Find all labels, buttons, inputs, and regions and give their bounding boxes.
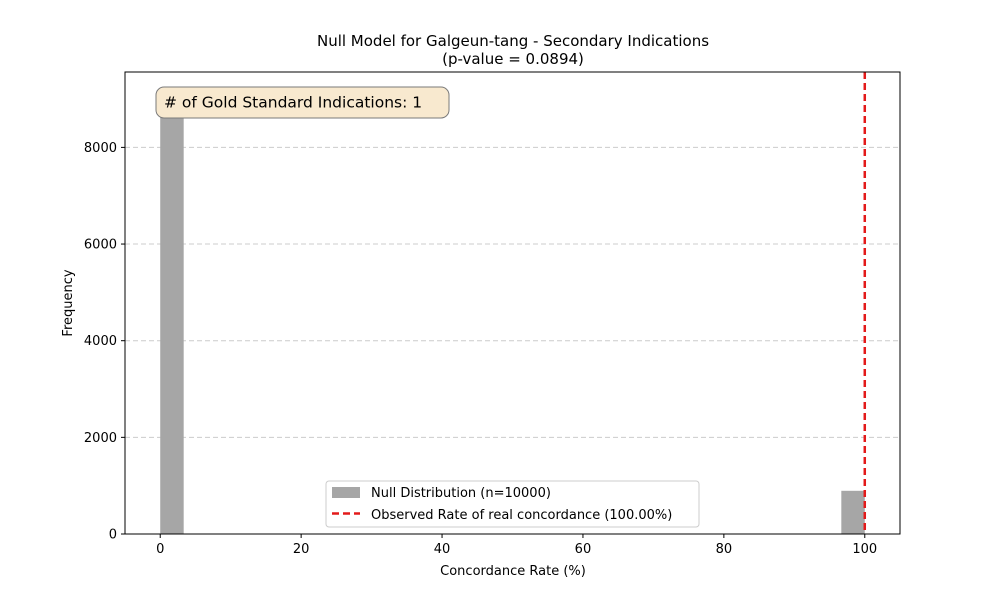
chart-title: Null Model for Galgeun-tang - Secondary …: [317, 32, 709, 50]
annotation-background: [155, 86, 450, 119]
legend: Null Distribution (n=10000) Observed Rat…: [325, 480, 700, 528]
grid-layer: [125, 146, 900, 438]
chart-subtitle: (p-value = 0.0894): [442, 50, 584, 68]
x-tick-label: 80: [716, 542, 733, 557]
y-tick-label: 0: [109, 528, 117, 543]
y-tick-label: 2000: [84, 431, 117, 446]
legend-swatch-null: [332, 487, 360, 498]
x-tick-label: 100: [852, 542, 877, 557]
annotation-text: # of Gold Standard Indications: 1: [164, 94, 422, 112]
y-tick-label: 6000: [84, 238, 117, 253]
x-tick-label: 0: [156, 542, 164, 557]
annotation-box: # of Gold Standard Indications: 1: [155, 86, 450, 119]
x-axis-label: Concordance Rate (%): [440, 564, 586, 579]
bar-layer: [160, 93, 865, 534]
legend-label-null: Null Distribution (n=10000): [371, 486, 551, 501]
y-tick-label: 4000: [84, 334, 117, 349]
plot-frame: [124, 71, 901, 535]
legend-box: [325, 480, 700, 528]
x-tick-label: 20: [293, 542, 310, 557]
y-tick-label: 8000: [84, 141, 117, 156]
x-tick-label: 60: [575, 542, 592, 557]
x-tick-label: 40: [434, 542, 451, 557]
histogram-bar: [160, 93, 184, 534]
y-axis-ticks: 0 2000 4000 6000 8000: [84, 141, 125, 543]
legend-label-observed: Observed Rate of real concordance (100.0…: [371, 508, 672, 523]
x-axis-ticks: 0 20 40 60 80 100: [156, 534, 877, 557]
histogram-bar: [841, 490, 865, 534]
y-axis-label: Frequency: [61, 269, 76, 336]
